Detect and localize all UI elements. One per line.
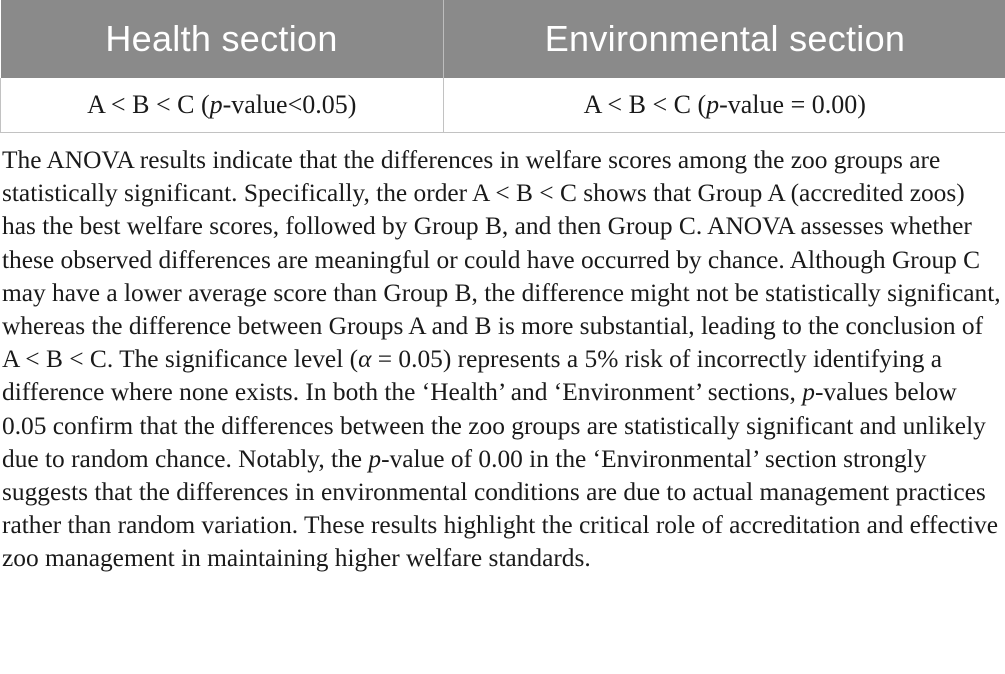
paragraph-text-2: = 0.05) represents a 5% risk of incorrec… <box>2 345 943 407</box>
p-variable-1: p <box>802 378 815 407</box>
body-paragraph: The ANOVA results indicate that the diff… <box>2 144 1002 576</box>
health-result-cell: A < B < C (p-value<0.05) <box>0 78 444 133</box>
environmental-result-prefix: A < B < C ( <box>583 90 707 119</box>
alpha-symbol: α <box>358 345 372 374</box>
health-result-prefix: A < B < C ( <box>87 90 210 119</box>
environmental-section-header: Environmental section <box>442 0 1005 78</box>
environmental-result-pvar: p <box>706 90 720 119</box>
environmental-result-suffix: -value = 0.00) <box>719 90 866 119</box>
table-row: A < B < C (p-value<0.05) A < B < C (p-va… <box>0 78 1005 133</box>
paragraph-text-3: -values below 0.05 confirm that the diff… <box>2 378 986 473</box>
paragraph-text-1: The ANOVA results indicate that the diff… <box>2 146 1001 374</box>
environmental-result-cell: A < B < C (p-value = 0.00) <box>442 78 1005 133</box>
health-result-suffix: -value<0.05) <box>222 90 357 119</box>
paragraph-text-4: -value of 0.00 in the ‘Environmental’ se… <box>2 444 998 573</box>
table-header-row: Health section Environmental section <box>0 0 1005 78</box>
results-table: Health section Environmental section A <… <box>0 0 1005 133</box>
health-result-pvar: p <box>209 90 223 119</box>
p-variable-2: p <box>368 444 382 473</box>
health-section-header: Health section <box>0 0 443 78</box>
